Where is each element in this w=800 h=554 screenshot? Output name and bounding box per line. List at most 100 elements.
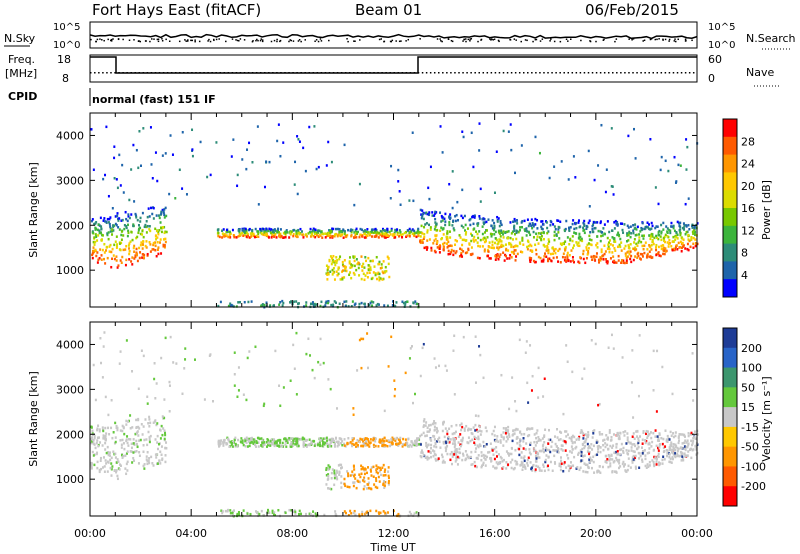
echo-cell xyxy=(131,461,134,464)
noise-dot xyxy=(215,38,218,41)
echo-cell xyxy=(458,234,461,237)
echo-cell xyxy=(655,463,658,466)
echo-cell xyxy=(593,471,596,474)
echo-cell xyxy=(673,447,676,450)
noise-dot xyxy=(550,38,552,40)
echo-cell xyxy=(134,255,137,259)
echo-cell xyxy=(659,254,662,258)
echo-cell xyxy=(655,234,658,238)
echo-cell xyxy=(599,221,602,225)
echo-cell xyxy=(569,461,572,464)
echo-cell xyxy=(407,437,410,441)
echo-cell xyxy=(339,442,342,445)
echo-cell xyxy=(93,223,96,226)
echo-cell xyxy=(460,253,463,257)
echo-cell xyxy=(127,213,130,216)
echo-cell xyxy=(540,220,543,223)
echo-cell xyxy=(394,439,397,442)
echo-cell xyxy=(387,480,390,483)
echo-cell xyxy=(284,235,287,239)
echo-cell xyxy=(608,230,611,234)
echo-cell xyxy=(338,473,341,476)
echo-cell xyxy=(265,445,268,448)
nave-dot xyxy=(130,72,132,74)
echo-cell xyxy=(423,418,426,421)
echo-cell xyxy=(354,477,357,480)
echo-cell xyxy=(652,349,655,353)
echo-cell xyxy=(364,274,367,277)
noise-dot xyxy=(441,40,443,43)
echo-cell xyxy=(248,444,251,448)
echo-cell xyxy=(598,402,601,406)
nave-dot xyxy=(401,72,404,74)
noise-dot xyxy=(632,38,635,40)
echo-cell xyxy=(514,448,517,452)
echo-cell xyxy=(313,376,316,380)
echo-cell xyxy=(113,156,116,160)
echo-cell xyxy=(447,435,450,439)
echo-cell xyxy=(668,460,671,464)
echo-cell xyxy=(511,439,514,443)
echo-cell xyxy=(670,221,673,225)
echo-cell xyxy=(629,225,632,228)
echo-cell xyxy=(261,439,264,442)
noise-dot xyxy=(137,40,140,42)
echo-cell xyxy=(265,440,268,444)
echo-cell xyxy=(148,425,151,428)
echo-cell xyxy=(113,145,116,148)
echo-cell xyxy=(118,228,121,231)
echo-cell xyxy=(146,395,149,399)
noise-dot xyxy=(539,40,542,42)
echo-cell xyxy=(333,476,336,480)
echo-cell xyxy=(104,395,107,399)
echo-cell xyxy=(269,444,272,447)
noise-dot xyxy=(643,39,646,42)
echo-cell xyxy=(223,233,226,236)
noise-dot xyxy=(673,40,676,42)
echo-cell xyxy=(139,438,142,442)
echo-cell xyxy=(326,273,329,276)
echo-cell xyxy=(575,221,578,225)
echo-cell xyxy=(496,435,499,438)
echo-cell xyxy=(496,462,499,466)
echo-cell xyxy=(502,251,505,254)
echo-cell xyxy=(381,444,384,448)
echo-cell xyxy=(234,436,237,440)
echo-cell xyxy=(429,451,432,455)
echo-cell xyxy=(208,354,211,357)
echo-cell xyxy=(507,249,510,252)
echo-cell xyxy=(341,443,344,447)
echo-cell xyxy=(135,214,138,217)
echo-cell xyxy=(148,440,151,444)
echo-cell xyxy=(565,430,568,433)
echo-cell xyxy=(118,153,121,157)
echo-cell xyxy=(322,441,325,444)
nave-dot xyxy=(312,72,315,74)
echo-cell xyxy=(455,456,458,459)
echo-cell xyxy=(649,255,652,258)
echo-cell xyxy=(112,229,115,232)
echo-cell xyxy=(116,245,119,248)
echo-cell xyxy=(362,444,365,448)
echo-cell xyxy=(342,236,345,239)
echo-cell xyxy=(650,256,653,260)
echo-cell xyxy=(136,259,139,263)
nave-dot xyxy=(94,72,96,74)
echo-cell xyxy=(678,222,681,225)
echo-cell xyxy=(648,244,651,247)
echo-cell xyxy=(453,432,456,435)
echo-cell xyxy=(547,456,550,459)
echo-cell xyxy=(532,230,535,234)
echo-cell xyxy=(285,445,288,448)
echo-cell xyxy=(156,434,159,438)
echo-cell xyxy=(595,243,598,247)
echo-cell xyxy=(147,430,150,434)
echo-cell xyxy=(458,447,461,451)
echo-cell xyxy=(660,232,663,235)
echo-cell xyxy=(669,229,672,232)
echo-cell xyxy=(260,509,263,513)
noise-dot xyxy=(96,38,99,41)
echo-cell xyxy=(597,469,600,472)
echo-cell xyxy=(137,387,140,391)
